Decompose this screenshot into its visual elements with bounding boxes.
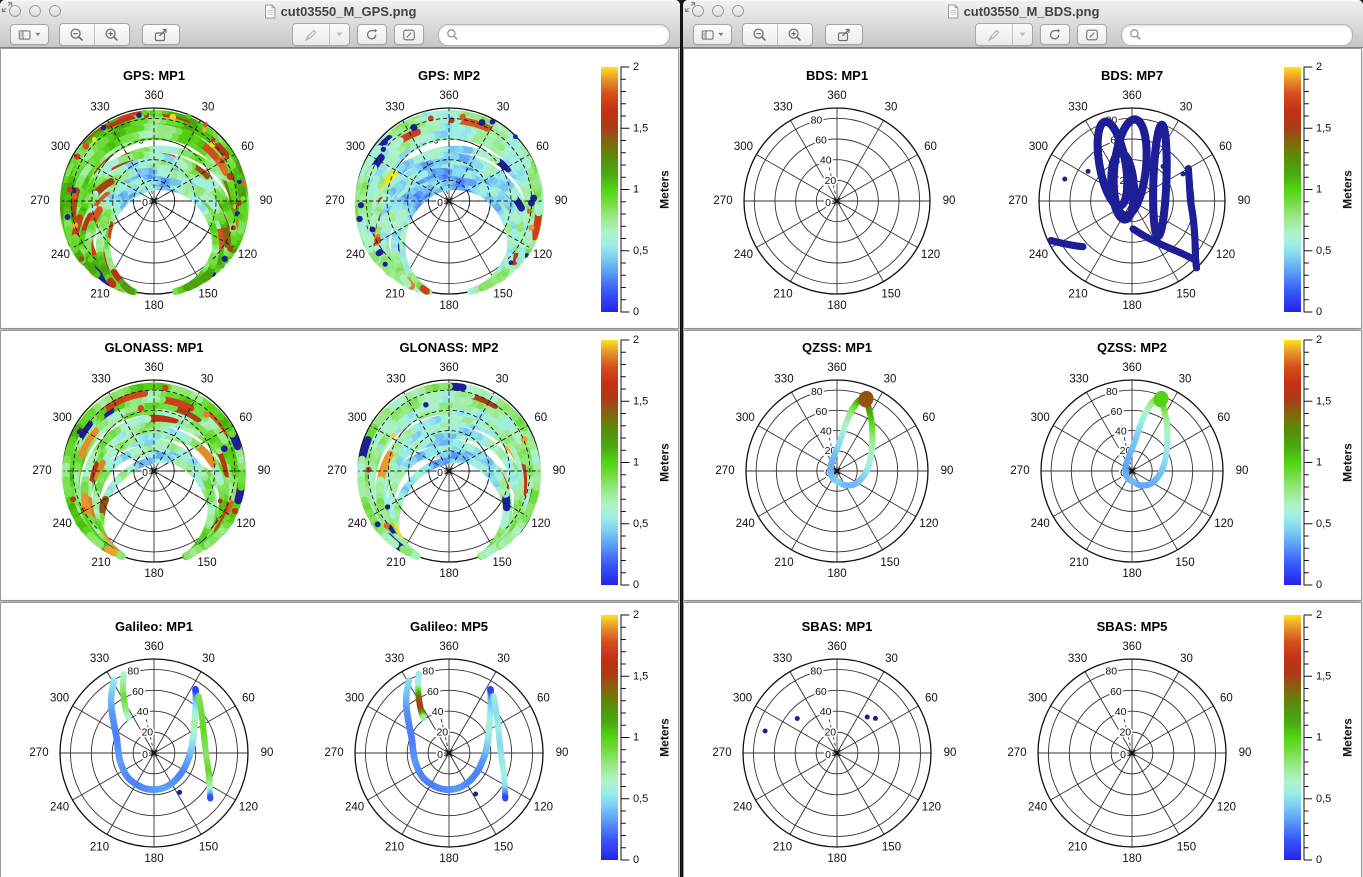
minimize-button[interactable]	[712, 5, 724, 17]
document-icon	[947, 4, 958, 18]
window-content	[683, 48, 1363, 877]
zoom-in-icon	[788, 27, 801, 41]
search-field[interactable]	[438, 23, 670, 46]
image-page[interactable]	[683, 48, 1362, 329]
zoom-window-button[interactable]	[732, 5, 744, 17]
close-button[interactable]	[9, 5, 21, 17]
rotate-left-icon	[1049, 28, 1061, 39]
zoom-out-icon	[753, 27, 766, 41]
zoom-out-button[interactable]	[60, 24, 94, 45]
search-field[interactable]	[1121, 23, 1353, 46]
image-page[interactable]	[683, 602, 1362, 877]
skyplot-canvas-galileo-row3	[1, 603, 678, 877]
marker-button-group	[975, 23, 1033, 46]
window-content	[0, 48, 680, 877]
marker-pen-icon	[304, 29, 317, 41]
titlebar[interactable]: cut03550_M_BDS.png	[683, 0, 1363, 22]
rotate-left-button[interactable]	[1040, 24, 1070, 45]
preview-window-gps: cut03550_M_GPS.png	[0, 0, 680, 877]
preview-window-bds: cut03550_M_BDS.png	[683, 0, 1363, 877]
sidebar-icon	[701, 29, 714, 40]
marker-button-group	[292, 23, 350, 46]
close-button[interactable]	[692, 5, 704, 17]
rotate-left-button[interactable]	[357, 24, 387, 45]
search-input[interactable]	[459, 25, 662, 44]
marker-pen-button[interactable]	[976, 24, 1012, 45]
chevron-down-icon	[1019, 32, 1026, 37]
toolbar	[0, 22, 680, 47]
search-icon	[447, 29, 458, 40]
zoom-in-icon	[105, 27, 118, 41]
chevron-down-icon	[35, 32, 41, 37]
chevron-down-icon	[336, 32, 343, 37]
image-page[interactable]	[683, 330, 1362, 601]
chevron-down-icon	[718, 32, 724, 37]
markup-toolbar-button[interactable]	[1077, 24, 1107, 45]
fullscreen-icon[interactable]	[0, 0, 14, 14]
traffic-lights	[9, 5, 61, 17]
sidebar-icon	[18, 29, 31, 40]
rotate-left-icon	[366, 28, 378, 39]
toolbar	[683, 22, 1363, 47]
zoom-window-button[interactable]	[49, 5, 61, 17]
image-page[interactable]	[0, 602, 679, 877]
zoom-out-icon	[70, 27, 83, 41]
marker-pen-button[interactable]	[293, 24, 329, 45]
document-icon	[264, 4, 275, 18]
image-page[interactable]	[0, 48, 679, 329]
skyplot-canvas-qzss-row2	[684, 331, 1361, 600]
sidebar-view-button[interactable]	[10, 24, 49, 45]
marker-pen-icon	[987, 29, 1000, 41]
window-chrome: cut03550_M_GPS.png	[0, 0, 680, 48]
markup-icon	[403, 29, 415, 40]
share-icon	[837, 28, 850, 41]
sidebar-view-button[interactable]	[693, 24, 732, 45]
markup-toolbar-button[interactable]	[394, 24, 424, 45]
zoom-in-button[interactable]	[777, 24, 812, 45]
marker-dropdown-button[interactable]	[1012, 24, 1032, 45]
titlebar[interactable]: cut03550_M_GPS.png	[0, 0, 680, 22]
zoom-button-group	[59, 23, 130, 46]
skyplot-canvas-bds-row1	[684, 49, 1361, 328]
minimize-button[interactable]	[29, 5, 41, 17]
skyplot-canvas-sbas-row3	[684, 603, 1361, 877]
zoom-button-group	[742, 23, 813, 46]
fullscreen-icon[interactable]	[683, 0, 697, 14]
share-button[interactable]	[825, 24, 863, 45]
zoom-in-button[interactable]	[94, 24, 129, 45]
zoom-out-button[interactable]	[743, 24, 777, 45]
skyplot-canvas-glonass-row2	[1, 331, 678, 600]
markup-icon	[1086, 29, 1098, 40]
share-icon	[154, 28, 167, 41]
skyplot-canvas-gps-row1	[1, 49, 678, 328]
search-icon	[1130, 29, 1141, 40]
window-title: cut03550_M_BDS.png	[963, 3, 1100, 19]
search-input[interactable]	[1142, 25, 1345, 44]
marker-dropdown-button[interactable]	[329, 24, 349, 45]
share-button[interactable]	[142, 24, 180, 45]
window-title: cut03550_M_GPS.png	[280, 3, 417, 19]
image-page[interactable]	[0, 330, 679, 601]
traffic-lights	[692, 5, 744, 17]
window-chrome: cut03550_M_BDS.png	[683, 0, 1363, 48]
